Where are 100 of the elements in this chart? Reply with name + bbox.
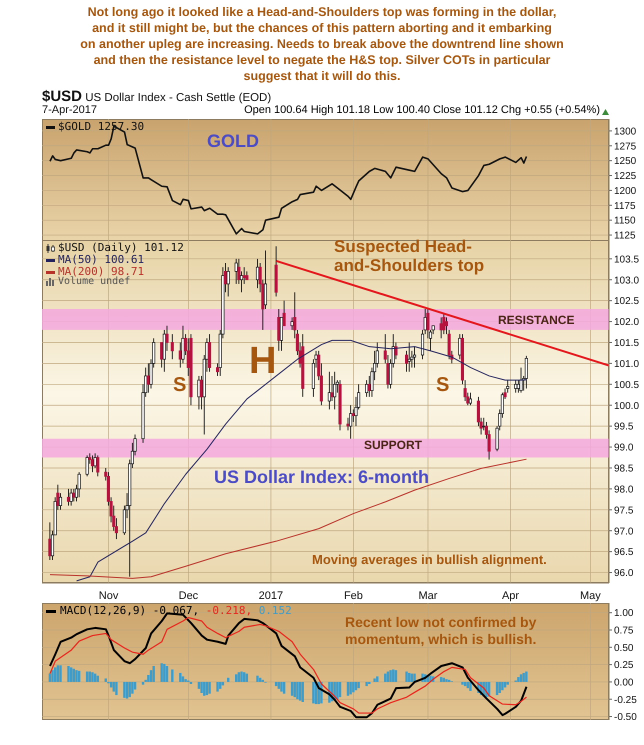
y-tick-label: 1.00 — [614, 608, 634, 620]
legend-label: MA(200) 98.71 — [57, 265, 146, 278]
bar — [219, 682, 222, 689]
bar — [56, 665, 60, 682]
band-label: SUPPORT — [364, 438, 422, 452]
bar — [442, 678, 446, 682]
y-tick-label: 103.0 — [614, 275, 640, 286]
candlestick — [408, 342, 411, 372]
bar — [496, 682, 498, 696]
y-tick-label: 99.5 — [614, 422, 634, 433]
candlestick — [333, 371, 336, 410]
y-tick-label: 1150 — [614, 216, 636, 227]
candlestick — [514, 380, 518, 394]
legend-label: $GOLD 1257.30 — [57, 120, 144, 133]
candlestick — [178, 342, 182, 368]
bar — [410, 674, 414, 682]
bar — [128, 682, 131, 698]
bar — [86, 672, 88, 682]
bar — [96, 676, 99, 682]
annotation: Suspected Head- and-Shoulders top — [334, 237, 484, 275]
y-tick-label: 0.25 — [614, 660, 634, 672]
candlestick — [442, 312, 446, 335]
bar — [290, 682, 294, 696]
bar — [376, 676, 378, 682]
y-tick-label: 97.0 — [614, 526, 634, 538]
candlestick — [412, 346, 416, 368]
bar — [206, 682, 208, 696]
bar — [184, 679, 187, 682]
y-tick-label: 101.5 — [614, 338, 640, 350]
text: Not long ago it looked like a Head-and-Shoulders top was forming in the dollar, and it still might be, but the chances of this pattern aborting and it embarking on another upleg are increasing. Needs to break above the downtrend line shown and then the resistance level to negate the H&S top. Silver COTs in particular suggest that it will do this. — [80, 5, 564, 83]
y-tick-label: 99.0 — [614, 442, 634, 454]
bar — [440, 677, 442, 682]
y-tick-label: 1175 — [614, 200, 636, 212]
bar — [160, 663, 163, 682]
annotation: Volume undef — [58, 276, 130, 287]
y-tick-label: 100.5 — [614, 380, 640, 391]
bar — [88, 672, 91, 682]
bar — [222, 682, 224, 686]
bar — [506, 682, 509, 685]
legend-label: MA(50) 100.61 — [57, 253, 146, 266]
bar — [352, 682, 355, 692]
legend-title: $USD (Daily) 101.12 — [57, 241, 184, 254]
y-tick-label: 100.0 — [614, 400, 640, 412]
bar — [349, 682, 352, 694]
y-tick-label: 0.00 — [614, 677, 634, 688]
bar — [298, 682, 302, 701]
y-tick-label: -0.25 — [614, 694, 638, 706]
bar — [522, 672, 525, 682]
bar — [464, 682, 466, 686]
y-tick-label: 1225 — [614, 171, 637, 182]
candlestick — [78, 472, 81, 498]
bar — [72, 668, 76, 682]
bar — [336, 682, 339, 700]
bar — [357, 682, 360, 688]
annotation: S — [173, 374, 186, 396]
y-tick-label: 103.5 — [614, 254, 640, 266]
bar — [258, 678, 262, 682]
bar — [91, 672, 94, 682]
candlestick — [234, 258, 238, 284]
bar — [123, 682, 126, 698]
annotation: US Dollar Index: 6-month — [214, 467, 430, 487]
x-tick-label: Nov — [98, 590, 119, 602]
candlestick — [328, 371, 331, 410]
chart-title: $USD US Dollar Index - Cash Settle (EOD) — [42, 88, 272, 105]
candlestick — [86, 454, 89, 477]
series-label: -0.218, — [206, 604, 254, 617]
x-tick-label: 2017 — [258, 590, 284, 602]
candlestick — [458, 334, 462, 360]
bar — [216, 682, 219, 692]
chart-subtitle: 7-Apr-2017 — [42, 104, 98, 116]
x-tick-label: May — [580, 590, 602, 602]
y-tick-label: 102.0 — [614, 317, 640, 328]
bar — [466, 682, 469, 688]
bar — [110, 682, 112, 688]
y-tick-label: 96.0 — [614, 568, 634, 580]
y-tick-label: 1275 — [614, 141, 637, 152]
bar — [78, 670, 80, 682]
y-tick-label: 1300 — [614, 126, 637, 138]
bar — [54, 667, 56, 682]
y-tick-label: 0.75 — [614, 626, 634, 637]
bar — [112, 682, 115, 692]
bar — [469, 682, 472, 691]
x-tick-label: Mar — [418, 590, 438, 602]
candlestick — [482, 417, 486, 431]
bar — [386, 672, 390, 682]
candlestick — [280, 316, 283, 352]
annotation: Recent low not confirmed by momentum, which is bullish. — [345, 614, 536, 647]
bar — [208, 682, 211, 694]
candlestick — [368, 375, 371, 398]
legend-label: MACD(12,26,9) -0.067, — [59, 604, 200, 617]
bar — [246, 674, 248, 682]
bar — [517, 677, 520, 682]
bar — [48, 674, 52, 682]
candlestick — [524, 355, 528, 389]
bar — [238, 672, 240, 682]
y-tick-label: 1200 — [614, 186, 637, 197]
bar — [373, 678, 376, 682]
bar — [227, 678, 230, 682]
bar — [171, 669, 174, 682]
x-tick-label: Apr — [502, 590, 520, 602]
